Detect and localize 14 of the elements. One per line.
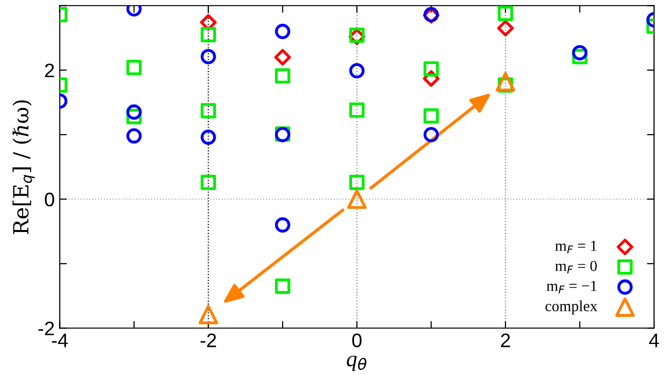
y-axis-title: Re[E$_{q}$] / (ℏω) xyxy=(12,100,35,234)
legend-label: m$_{F}$ = 0 xyxy=(555,260,597,274)
x-tick-label: 0 xyxy=(352,334,362,348)
legend-label: m$_{F}$ = 1 xyxy=(555,240,596,254)
y-tick-label: 2 xyxy=(45,64,54,78)
x-axis-title: q$_{θ}$ xyxy=(346,356,366,371)
legend-label: m$_{F}$ = −1 xyxy=(546,280,597,294)
y-tick-label: -2 xyxy=(38,322,54,336)
x-tick-label: 4 xyxy=(649,334,659,348)
x-tick-label: -4 xyxy=(52,334,68,348)
x-tick-label: 2 xyxy=(501,334,510,348)
legend-label: complex xyxy=(545,300,598,314)
x-tick-label: -2 xyxy=(200,334,216,348)
y-tick-label: 0 xyxy=(44,192,54,206)
